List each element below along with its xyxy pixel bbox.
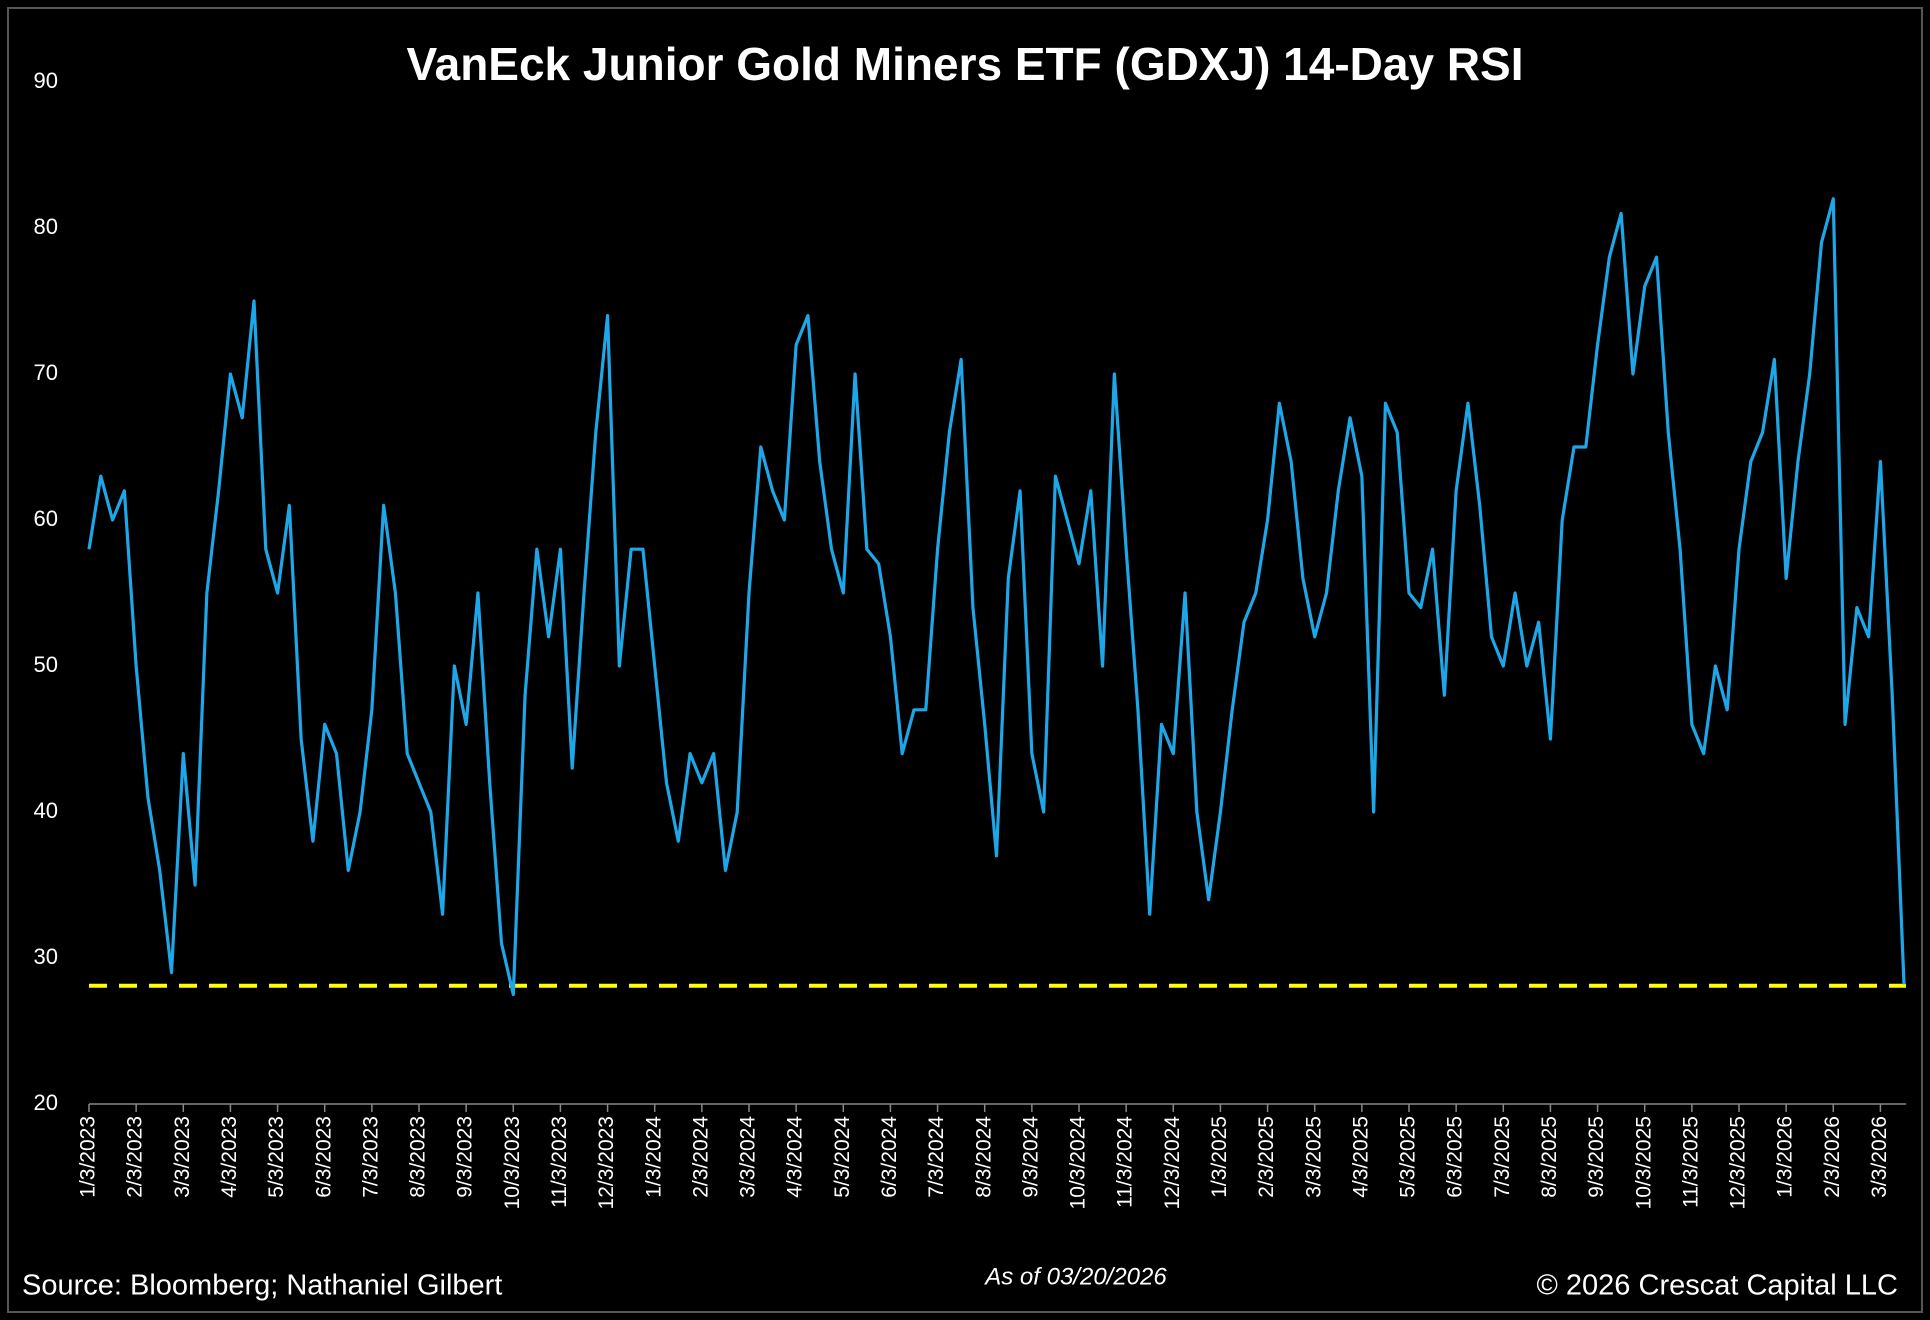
x-tick-label: 9/3/2024: [1019, 1116, 1042, 1198]
x-tick-label: 9/3/2025: [1585, 1116, 1608, 1198]
y-tick-label: 90: [34, 68, 58, 93]
x-tick-label: 8/3/2025: [1538, 1116, 1561, 1198]
x-tick-label: 7/3/2023: [359, 1116, 382, 1198]
x-tick-label: 8/3/2024: [972, 1116, 995, 1198]
x-tick-label: 12/3/2025: [1727, 1116, 1750, 1209]
x-tick-label: 6/3/2024: [878, 1116, 901, 1198]
chart-title: VanEck Junior Gold Miners ETF (GDXJ) 14-…: [406, 38, 1523, 90]
x-tick-label: 1/3/2023: [77, 1116, 100, 1198]
y-tick-label: 20: [34, 1090, 58, 1115]
x-tick-label: 3/3/2024: [737, 1116, 760, 1198]
x-tick-label: 5/3/2025: [1397, 1116, 1420, 1198]
x-tick-label: 2/3/2024: [689, 1116, 712, 1198]
x-tick-label: 10/3/2023: [501, 1116, 524, 1209]
x-tick-label: 2/3/2025: [1255, 1116, 1278, 1198]
x-tick-label: 9/3/2023: [454, 1116, 477, 1198]
x-tick-label: 8/3/2023: [407, 1116, 430, 1198]
x-tick-label: 11/3/2023: [548, 1116, 571, 1208]
source: Source: Bloomberg; Nathaniel Gilbert: [22, 1270, 502, 1302]
x-tick-label: 5/3/2023: [265, 1116, 288, 1198]
x-tick-label: 5/3/2024: [831, 1116, 854, 1198]
x-tick-label: 2/3/2023: [124, 1116, 147, 1198]
x-tick-label: 6/3/2025: [1444, 1116, 1467, 1198]
x-tick-label: 4/3/2024: [784, 1116, 807, 1198]
y-tick-label: 50: [34, 652, 58, 677]
y-tick-label: 30: [34, 944, 58, 969]
x-tick-label: 3/3/2026: [1868, 1116, 1891, 1198]
frame: [7, 7, 1923, 1313]
x-tick-label: 6/3/2023: [312, 1116, 335, 1198]
x-tick-label: 4/3/2023: [218, 1116, 241, 1198]
x-tick-label: 11/3/2024: [1114, 1116, 1137, 1208]
x-tick-label: 7/3/2025: [1491, 1116, 1514, 1198]
x-tick-label: 1/3/2025: [1208, 1116, 1231, 1198]
x-tick-label: 12/3/2024: [1161, 1116, 1184, 1210]
y-tick-label: 60: [34, 506, 58, 531]
x-tick-label: 3/3/2025: [1302, 1116, 1325, 1198]
x-tick-label: 7/3/2024: [925, 1116, 948, 1198]
copyright: © 2026 Crescat Capital LLC: [1537, 1270, 1899, 1302]
x-tick-label: 1/3/2024: [642, 1116, 665, 1198]
x-tick-label: 1/3/2026: [1774, 1116, 1797, 1198]
x-tick-label: 11/3/2025: [1679, 1116, 1702, 1208]
x-tick-label: 12/3/2023: [595, 1116, 618, 1209]
x-tick-label: 10/3/2024: [1067, 1116, 1090, 1210]
y-tick-label: 40: [34, 798, 58, 823]
x-tick-label: 4/3/2025: [1349, 1116, 1372, 1198]
rsi-line: [87, 197, 1906, 997]
x-tick-label: 2/3/2026: [1821, 1116, 1844, 1198]
x-tick-label: 10/3/2025: [1632, 1116, 1655, 1209]
note: As of 03/20/2026: [983, 1263, 1167, 1290]
x-tick-label: 3/3/2023: [171, 1116, 194, 1198]
y-tick-label: 70: [34, 360, 58, 385]
y-tick-label: 80: [34, 214, 58, 239]
